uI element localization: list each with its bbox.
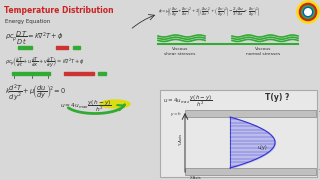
Text: Viscous
normal stresses: Viscous normal stresses xyxy=(246,47,280,56)
Text: $u=4u_{max}\dfrac{y(h-y)}{h^2}$: $u=4u_{max}\dfrac{y(h-y)}{h^2}$ xyxy=(60,98,112,114)
Text: $\phi=\mu\!\left[\!\left(\dfrac{\partial u}{\partial y}+\dfrac{\partial v}{\part: $\phi=\mu\!\left[\!\left(\dfrac{\partial… xyxy=(158,5,260,18)
Text: ▶: ▶ xyxy=(306,10,310,15)
Text: $k\dfrac{d^2T}{dy^2}+\mu\!\left(\dfrac{du}{dy}\right)^{\!2}=0$: $k\dfrac{d^2T}{dy^2}+\mu\!\left(\dfrac{d… xyxy=(5,82,67,103)
FancyBboxPatch shape xyxy=(160,90,317,177)
Circle shape xyxy=(305,9,311,15)
Bar xyxy=(185,110,316,117)
Text: T(y) ?: T(y) ? xyxy=(265,93,289,102)
Bar xyxy=(185,168,316,175)
Text: $T_w$: $T_w$ xyxy=(318,167,320,176)
Circle shape xyxy=(302,6,314,18)
Bar xyxy=(98,72,106,75)
Bar xyxy=(12,72,50,75)
Circle shape xyxy=(300,3,316,21)
Text: X-Axis: X-Axis xyxy=(190,176,202,180)
Circle shape xyxy=(303,7,313,17)
Text: u(y): u(y) xyxy=(258,145,268,150)
Text: $T_w$: $T_w$ xyxy=(318,109,320,118)
Bar xyxy=(18,46,32,48)
Text: Y-Axis: Y-Axis xyxy=(179,133,183,145)
Bar xyxy=(64,72,94,75)
Bar xyxy=(56,46,68,48)
Circle shape xyxy=(297,1,319,23)
Text: Energy Equation: Energy Equation xyxy=(5,19,50,24)
Bar xyxy=(73,46,80,48)
Text: Temperature Distribution: Temperature Distribution xyxy=(4,6,114,15)
Text: $u=4u_{max}\,\dfrac{y(h-y)}{h^2}$: $u=4u_{max}\,\dfrac{y(h-y)}{h^2}$ xyxy=(163,93,213,109)
Ellipse shape xyxy=(100,100,130,108)
Text: $y=h$: $y=h$ xyxy=(170,109,182,118)
Text: $\rho c_p\!\left(\dfrac{\partial T}{\partial t}+u\dfrac{\partial T}{\partial x}+: $\rho c_p\!\left(\dfrac{\partial T}{\par… xyxy=(5,55,85,69)
Text: Viscous
shear stresses: Viscous shear stresses xyxy=(164,47,196,56)
Text: $\rho c_p\dfrac{DT}{Dt} = k\nabla^2 T + \phi$: $\rho c_p\dfrac{DT}{Dt} = k\nabla^2 T + … xyxy=(5,30,64,47)
